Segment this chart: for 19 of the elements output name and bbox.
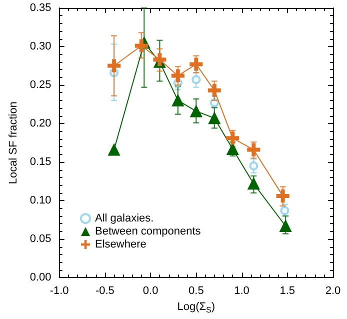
y-tick-label: 0.20: [30, 118, 52, 130]
y-tick-label: 0.00: [30, 272, 52, 284]
legend-label: Between components: [95, 226, 202, 238]
x-tick-label: 0.0: [142, 285, 158, 298]
legend-label: Elsewhere: [95, 238, 146, 250]
y-tick-label: 0.10: [30, 194, 52, 207]
y-tick-label: 0.30: [30, 40, 52, 53]
x-tick-label: 1.0: [234, 285, 250, 298]
y-axis-title: Local SF fraction: [8, 102, 20, 184]
x-tick-label: 0.5: [188, 285, 204, 298]
y-tick-label: 0.35: [30, 2, 52, 14]
x-tick-label: 2.0: [325, 285, 341, 298]
x-tick-label: -1.0: [50, 285, 69, 298]
y-tick-label: 0.05: [30, 233, 52, 246]
x-tick-label: -0.5: [95, 285, 114, 298]
y-tick-label: 0.15: [30, 156, 52, 168]
y-tick-label: 0.25: [30, 79, 52, 92]
x-tick-label: 1.5: [280, 285, 296, 298]
legend-label: All galaxies.: [95, 212, 154, 224]
